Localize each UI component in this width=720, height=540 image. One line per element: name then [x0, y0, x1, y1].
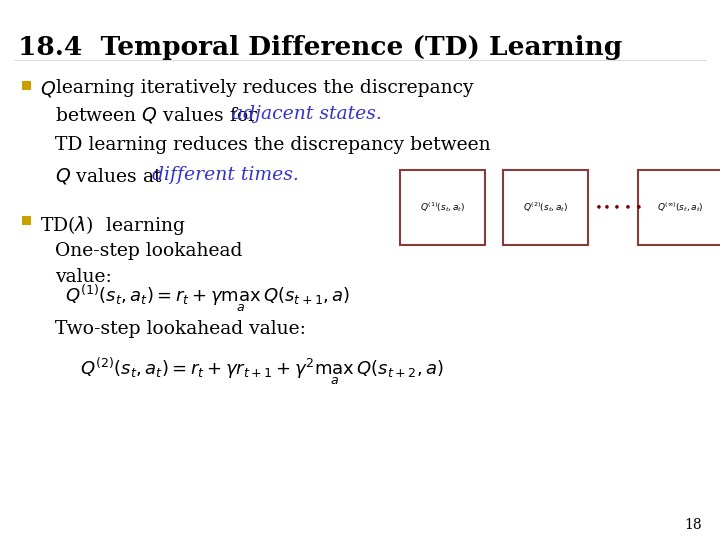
Text: $Q^{(2)}(s_t,a_t)$: $Q^{(2)}(s_t,a_t)$: [523, 200, 568, 214]
Text: between $Q$ values for: between $Q$ values for: [55, 105, 258, 125]
Text: learning iteratively reduces the discrepancy: learning iteratively reduces the discrep…: [56, 79, 474, 97]
Text: $Q^{(1)}(s_t,a_t)$: $Q^{(1)}(s_t,a_t)$: [420, 200, 465, 214]
Bar: [400, 170, 485, 245]
Bar: [638, 170, 720, 245]
Text: $Q^{(2)}(s_t, a_t) = r_t + \gamma r_{t+1} + \gamma^2 \underset{a}{\max}\, Q(s_{t: $Q^{(2)}(s_t, a_t) = r_t + \gamma r_{t+1…: [80, 355, 444, 387]
Text: $\bullet\!\bullet\!\bullet\!\bullet\!\bullet$: $\bullet\!\bullet\!\bullet\!\bullet\!\bu…: [594, 199, 642, 212]
Text: $Q^{(\infty)}(s_t,a_t)$: $Q^{(\infty)}(s_t,a_t)$: [657, 200, 704, 214]
Bar: [22, 216, 30, 224]
Text: One-step lookahead: One-step lookahead: [55, 242, 243, 260]
Text: TD($\lambda$)  learning: TD($\lambda$) learning: [40, 214, 186, 237]
Text: different times.: different times.: [152, 166, 299, 184]
Text: $Q^{(1)}(s_t, a_t) = r_t + \gamma \underset{a}{\max}\, Q(s_{t+1}, a)$: $Q^{(1)}(s_t, a_t) = r_t + \gamma \under…: [65, 282, 351, 314]
Text: adjacent states.: adjacent states.: [232, 105, 382, 123]
Text: TD learning reduces the discrepancy between: TD learning reduces the discrepancy betw…: [55, 136, 490, 154]
Text: $Q$: $Q$: [40, 79, 56, 99]
Text: 18.4  Temporal Difference (TD) Learning: 18.4 Temporal Difference (TD) Learning: [18, 35, 622, 60]
Bar: [503, 170, 588, 245]
Text: $Q$ values at: $Q$ values at: [55, 166, 163, 186]
Bar: [22, 81, 30, 89]
Text: Two-step lookahead value:: Two-step lookahead value:: [55, 320, 306, 338]
Text: 18: 18: [685, 518, 702, 532]
Text: value:: value:: [55, 268, 112, 286]
